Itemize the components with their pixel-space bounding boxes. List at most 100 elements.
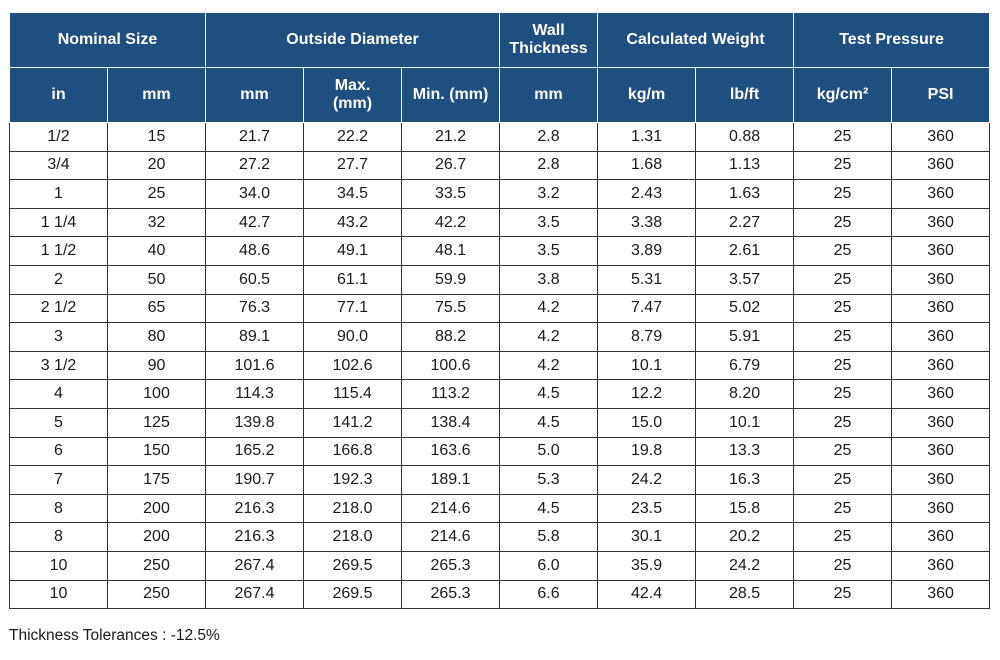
cell-pressure-psi: 360 — [891, 264, 991, 295]
cell-nominal-in: 4 — [9, 379, 108, 409]
header-row-groups: Nominal Size Outside Diameter Wall Thickn… — [8, 12, 991, 68]
cell-od-mm: 89.1 — [205, 322, 305, 352]
cell-pressure-psi: 360 — [891, 522, 991, 552]
header-test-pressure: Test Pressure — [793, 12, 991, 68]
cell-weight-lbft: 10.1 — [695, 407, 795, 438]
cell-nominal-in: 6 — [9, 436, 108, 467]
cell-nominal-mm: 200 — [106, 522, 207, 552]
cell-wall-mm: 3.5 — [499, 207, 599, 238]
table-row: 3/4 20 27.2 27.7 26.7 2.8 1.68 1.13 25 360 — [9, 150, 991, 181]
cell-weight-lbft: 15.8 — [695, 493, 795, 524]
cell-od-min: 214.6 — [401, 493, 501, 524]
cell-od-min: 48.1 — [401, 236, 501, 266]
header-nominal-mm: mm — [106, 67, 207, 123]
cell-od-mm: 101.6 — [205, 350, 305, 381]
cell-nominal-mm: 20 — [106, 150, 207, 181]
cell-nominal-in: 3 — [9, 322, 108, 352]
cell-weight-lbft: 1.13 — [695, 150, 795, 181]
header-calculated-weight: Calculated Weight — [597, 12, 795, 68]
header-row-units: in mm mm Max. (mm) Min. (mm) mm kg/m lb/f… — [9, 67, 991, 123]
header-weight-kgm: kg/m — [597, 67, 697, 123]
cell-weight-lbft: 28.5 — [695, 579, 795, 610]
cell-weight-kgm: 3.38 — [597, 207, 697, 238]
cell-od-min: 265.3 — [401, 579, 501, 610]
cell-od-mm: 42.7 — [205, 207, 305, 238]
cell-weight-kgm: 24.2 — [597, 465, 697, 495]
table-row: 1/2 15 21.7 22.2 21.2 2.8 1.31 0.88 25 360 — [9, 122, 991, 152]
table-row: 3 80 89.1 90.0 88.2 4.2 8.79 5.91 25 360 — [9, 322, 991, 352]
cell-nominal-mm: 250 — [106, 550, 207, 581]
cell-weight-lbft: 1.63 — [695, 179, 795, 209]
cell-nominal-in: 10 — [9, 579, 108, 610]
cell-od-min: 189.1 — [401, 465, 501, 495]
cell-nominal-mm: 15 — [106, 122, 207, 152]
cell-pressure-kgcm2: 25 — [793, 207, 893, 238]
cell-od-min: 26.7 — [401, 150, 501, 181]
cell-pressure-kgcm2: 25 — [793, 465, 893, 495]
cell-nominal-in: 3/4 — [9, 150, 108, 181]
cell-wall-mm: 4.2 — [499, 293, 599, 324]
cell-weight-lbft: 5.91 — [695, 322, 795, 352]
cell-nominal-mm: 90 — [106, 350, 207, 381]
cell-weight-lbft: 13.3 — [695, 436, 795, 467]
table-row: 1 25 34.0 34.5 33.5 3.2 2.43 1.63 25 360 — [9, 179, 991, 209]
cell-pressure-kgcm2: 25 — [793, 264, 893, 295]
cell-weight-kgm: 8.79 — [597, 322, 697, 352]
table-row: 10 250 267.4 269.5 265.3 6.0 35.9 24.2 25 360 — [9, 550, 991, 581]
cell-od-max: 166.8 — [303, 436, 403, 467]
cell-pressure-kgcm2: 25 — [793, 122, 893, 152]
cell-nominal-mm: 250 — [106, 579, 207, 610]
cell-pressure-psi: 360 — [891, 350, 991, 381]
cell-pressure-psi: 360 — [891, 436, 991, 467]
cell-nominal-in: 3 1/2 — [9, 350, 108, 381]
cell-od-min: 113.2 — [401, 379, 501, 409]
cell-wall-mm: 6.0 — [499, 550, 599, 581]
cell-od-min: 42.2 — [401, 207, 501, 238]
cell-od-max: 115.4 — [303, 379, 403, 409]
cell-od-max: 218.0 — [303, 493, 403, 524]
cell-od-mm: 267.4 — [205, 550, 305, 581]
cell-wall-mm: 2.8 — [499, 122, 599, 152]
cell-nominal-in: 5 — [9, 407, 108, 438]
thickness-tolerance-note: Thickness Tolerances : -12.5% — [9, 627, 220, 644]
table-row: 2 50 60.5 61.1 59.9 3.8 5.31 3.57 25 360 — [9, 264, 991, 295]
cell-weight-kgm: 2.43 — [597, 179, 697, 209]
header-wall-mm: mm — [499, 67, 599, 123]
cell-weight-kgm: 30.1 — [597, 522, 697, 552]
cell-od-max: 141.2 — [303, 407, 403, 438]
header-nominal-in: in — [9, 67, 108, 123]
cell-nominal-mm: 25 — [106, 179, 207, 209]
cell-wall-mm: 6.6 — [499, 579, 599, 610]
cell-od-mm: 139.8 — [205, 407, 305, 438]
table-row: 3 1/2 90 101.6 102.6 100.6 4.2 10.1 6.79 25 360 — [9, 350, 991, 381]
cell-weight-kgm: 15.0 — [597, 407, 697, 438]
cell-pressure-psi: 360 — [891, 122, 991, 152]
cell-nominal-in: 8 — [9, 522, 108, 552]
cell-pressure-kgcm2: 25 — [793, 150, 893, 181]
cell-od-min: 59.9 — [401, 264, 501, 295]
header-nominal-size: Nominal Size — [8, 12, 207, 68]
header-weight-lbft: lb/ft — [695, 67, 795, 123]
cell-wall-mm: 3.5 — [499, 236, 599, 266]
cell-pressure-psi: 360 — [891, 179, 991, 209]
cell-od-max: 192.3 — [303, 465, 403, 495]
cell-od-mm: 216.3 — [205, 493, 305, 524]
cell-wall-mm: 4.5 — [499, 493, 599, 524]
cell-od-min: 265.3 — [401, 550, 501, 581]
cell-od-max: 22.2 — [303, 122, 403, 152]
cell-od-mm: 165.2 — [205, 436, 305, 467]
cell-pressure-psi: 360 — [891, 550, 991, 581]
cell-nominal-in: 1 — [9, 179, 108, 209]
cell-weight-kgm: 19.8 — [597, 436, 697, 467]
cell-nominal-mm: 125 — [106, 407, 207, 438]
cell-od-min: 100.6 — [401, 350, 501, 381]
cell-pressure-psi: 360 — [891, 293, 991, 324]
cell-weight-kgm: 23.5 — [597, 493, 697, 524]
cell-weight-lbft: 5.02 — [695, 293, 795, 324]
cell-wall-mm: 4.5 — [499, 379, 599, 409]
cell-pressure-kgcm2: 25 — [793, 436, 893, 467]
table-row: 5 125 139.8 141.2 138.4 4.5 15.0 10.1 25 360 — [9, 407, 991, 438]
header-od-max-line1: Max. — [334, 77, 371, 94]
table-row: 8 200 216.3 218.0 214.6 5.8 30.1 20.2 25 360 — [9, 522, 991, 552]
cell-wall-mm: 4.2 — [499, 322, 599, 352]
